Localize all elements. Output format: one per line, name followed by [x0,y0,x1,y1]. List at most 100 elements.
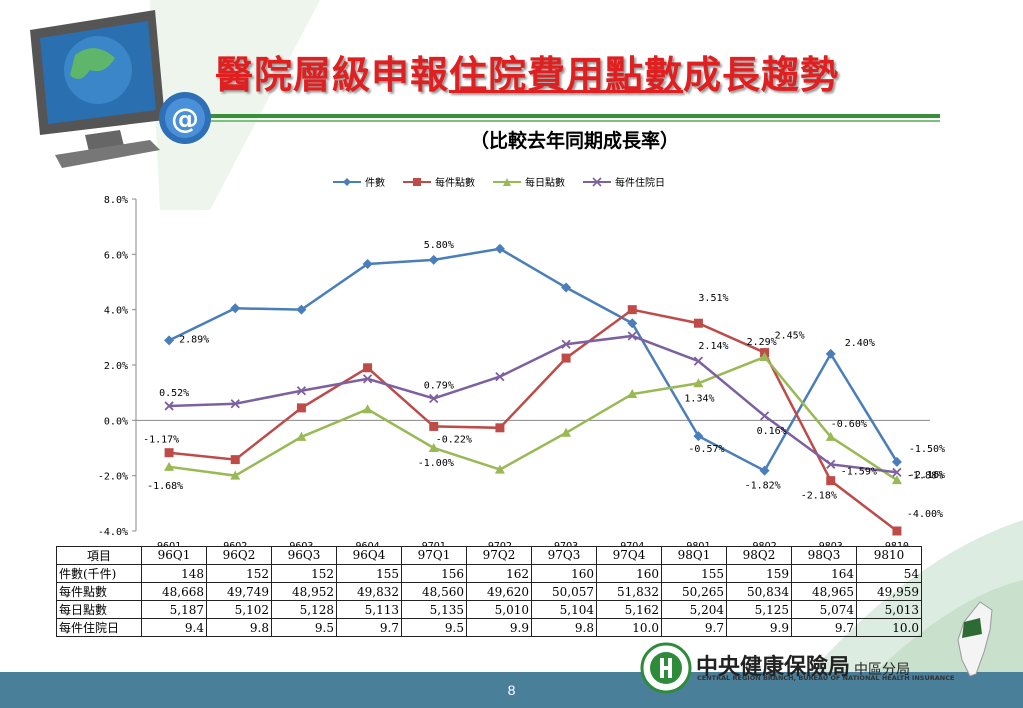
table-cell: 5,102 [206,600,272,619]
data-label: -0.60% [831,419,867,430]
table-cell: 162 [466,564,532,583]
table-header-cell: 9810 [856,546,922,565]
table-header-cell: 98Q2 [726,546,792,565]
table-cell: 5,135 [401,600,467,619]
y-tick-label: 0.0% [104,416,128,427]
table-cell: 54 [856,564,922,583]
data-point-diamond [428,254,439,265]
data-point-x [627,331,637,341]
data-label: -1.59% [841,466,877,477]
table-cell: 10.0 [856,618,922,637]
data-label: -1.68% [147,481,183,492]
data-label: 1.34% [684,393,714,404]
legend-item: 件數 [333,174,385,189]
legend-item: 每件點數 [403,174,475,189]
data-label: -1.88% [907,470,943,481]
table-row-label: 每日點數 [56,600,142,619]
y-tick-label: -4.0% [98,527,128,538]
table-row: 每日點數 5,187 5,102 5,128 5,113 5,135 5,010 5,104 5… [56,600,922,619]
table-cell: 160 [531,564,597,583]
table-cell: 159 [726,564,792,583]
table-cell: 10.0 [596,618,662,637]
table-cell: 9.9 [466,618,532,637]
table-cell: 5,125 [726,600,792,619]
table-cell: 5,074 [791,600,857,619]
title-rule-light [210,120,940,122]
taiwan-map-icon [957,601,993,677]
agency-name-english: CENTRAL REGION BRANCH, BUREAU OF NATIONA… [697,674,955,682]
nhi-logo-icon [640,642,692,694]
table-header-cell: 96Q2 [206,546,272,565]
table-cell: 152 [206,564,272,583]
data-point-square [826,476,836,486]
table-header-cell: 96Q3 [271,546,337,565]
table-header-cell: 97Q2 [466,546,532,565]
table-cell: 164 [791,564,857,583]
table-corner-cell: 項目 [56,546,142,565]
series-line [169,334,898,474]
table-cell: 5,113 [336,600,402,619]
data-point-x [429,393,439,404]
data-point-x [826,459,836,469]
data-point-triangle [627,389,638,399]
legend-label: 每件住院日 [615,178,665,189]
data-point-x [561,339,571,349]
data-point-diamond [561,282,572,293]
table-cell: 9.7 [791,618,857,637]
table-cell: 5,013 [856,600,922,619]
data-label: 2.14% [698,341,728,352]
data-point-triangle [693,378,704,388]
data-point-triangle [428,443,439,452]
data-label: 5.80% [424,240,454,251]
data-point-x [164,401,174,411]
table-cell: 9.7 [661,618,727,637]
data-label: -1.50% [909,444,945,455]
data-point-square [429,421,439,431]
y-tick-label: 2.0% [104,361,128,372]
legend-item: 每件住院日 [583,174,665,189]
table-header-cell: 98Q1 [661,546,727,565]
data-point-diamond [891,456,902,467]
svg-text:@: @ [171,102,199,135]
table-cell: 155 [661,564,727,583]
data-point-square [693,318,703,328]
table-cell: 50,265 [661,582,727,601]
data-point-diamond [693,431,704,442]
table-cell: 50,834 [726,582,792,601]
table-row-label: 件數(千件) [56,564,142,583]
table-cell: 48,668 [141,582,207,601]
data-point-square [495,423,505,433]
series-line [168,247,898,473]
y-tick-label: 4.0% [104,306,128,317]
legend-swatch [403,177,431,186]
data-point-triangle [494,464,505,474]
data-point-x [693,356,704,366]
data-point-square [627,305,637,315]
data-point-diamond [759,465,770,476]
table-header-cell: 97Q3 [531,546,597,565]
table-cell: 160 [596,564,662,583]
data-point-x [495,371,505,382]
data-point-square [363,363,373,373]
slide-subtitle: （比較去年同期成長率） [470,130,680,152]
table-header-row: 項目 96Q1 96Q2 96Q3 96Q4 97Q1 97Q2 97Q3 97Q4 98Q1 9… [56,546,922,565]
data-point-diamond [627,318,638,329]
legend-swatch [583,176,611,187]
table-row-label: 每件點數 [56,582,142,601]
data-point-x [759,411,770,421]
table-header-cell: 97Q1 [401,546,467,565]
data-point-x [892,467,902,477]
y-tick-label: 8.0% [104,195,128,206]
data-point-square [230,455,240,465]
table-cell: 51,832 [596,582,662,601]
data-label: 2.29% [747,337,777,348]
table-cell: 49,749 [206,582,272,601]
data-point-diamond [230,303,241,314]
table-cell: 156 [401,564,467,583]
data-point-square [561,353,571,363]
data-point-square [164,448,174,458]
table-header-cell: 97Q4 [596,546,662,565]
table-cell: 9.4 [141,618,207,637]
table-cell: 49,959 [856,582,922,601]
title-part-3: 成長趨勢 [683,52,840,97]
